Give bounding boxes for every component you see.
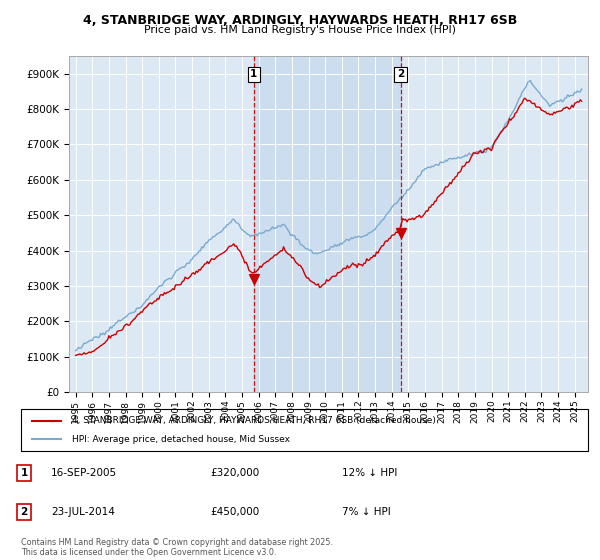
Text: Price paid vs. HM Land Registry's House Price Index (HPI): Price paid vs. HM Land Registry's House … — [144, 25, 456, 35]
Text: 23-JUL-2014: 23-JUL-2014 — [51, 507, 115, 517]
Text: 12% ↓ HPI: 12% ↓ HPI — [342, 468, 397, 478]
Text: £320,000: £320,000 — [210, 468, 259, 478]
Text: 1: 1 — [250, 69, 257, 80]
Text: 4, STANBRIDGE WAY, ARDINGLY, HAYWARDS HEATH, RH17 6SB: 4, STANBRIDGE WAY, ARDINGLY, HAYWARDS HE… — [83, 14, 517, 27]
Text: £450,000: £450,000 — [210, 507, 259, 517]
Text: 1: 1 — [20, 468, 28, 478]
Text: 16-SEP-2005: 16-SEP-2005 — [51, 468, 117, 478]
Text: Contains HM Land Registry data © Crown copyright and database right 2025.
This d: Contains HM Land Registry data © Crown c… — [21, 538, 333, 557]
Text: 7% ↓ HPI: 7% ↓ HPI — [342, 507, 391, 517]
Bar — [254, 56, 401, 392]
Text: HPI: Average price, detached house, Mid Sussex: HPI: Average price, detached house, Mid … — [72, 435, 290, 444]
Text: 2: 2 — [20, 507, 28, 517]
Text: 4, STANBRIDGE WAY, ARDINGLY, HAYWARDS HEATH, RH17 6SB (detached house): 4, STANBRIDGE WAY, ARDINGLY, HAYWARDS HE… — [72, 416, 436, 425]
Text: 2: 2 — [397, 69, 404, 80]
